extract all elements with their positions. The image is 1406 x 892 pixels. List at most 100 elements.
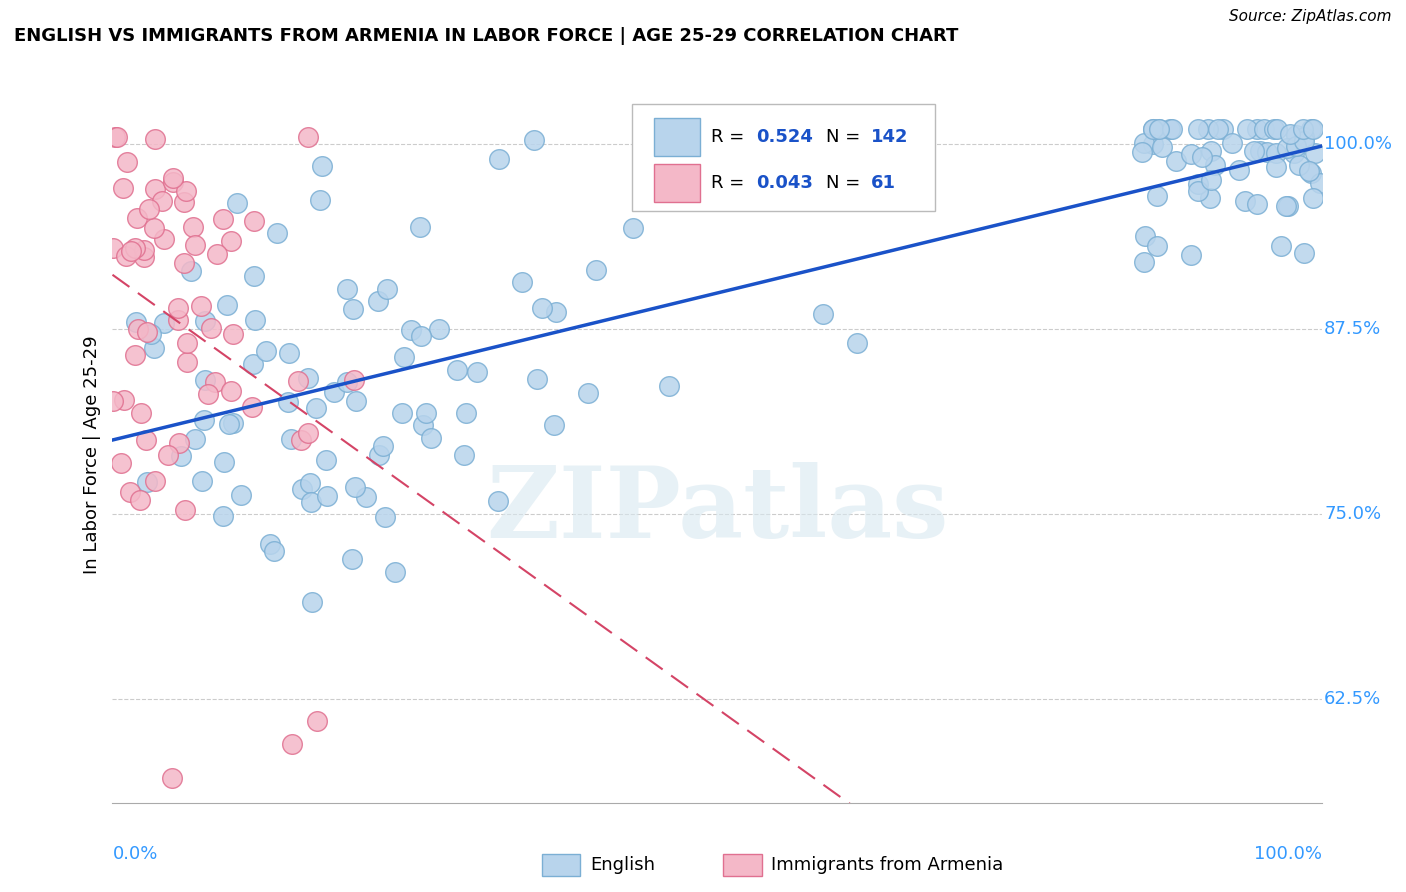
Point — [205, 246, 228, 260]
Point — [368, 448, 391, 462]
Point — [162, 175, 184, 189]
Point — [531, 301, 554, 315]
Point — [486, 494, 509, 508]
Point — [197, 386, 219, 401]
Point — [1299, 166, 1322, 180]
Point — [219, 384, 242, 398]
Point — [453, 448, 475, 462]
Point — [211, 508, 233, 523]
Point — [340, 551, 363, 566]
Point — [174, 185, 197, 199]
Point — [190, 299, 212, 313]
Point — [301, 595, 323, 609]
Text: 142: 142 — [870, 128, 908, 146]
Point — [194, 373, 217, 387]
Point — [1212, 122, 1234, 136]
Point — [142, 221, 165, 235]
Point — [125, 315, 148, 329]
Point — [1220, 136, 1243, 150]
Point — [167, 436, 190, 450]
Point — [281, 737, 304, 751]
Point — [132, 251, 155, 265]
Point — [354, 490, 377, 504]
Point — [219, 235, 242, 249]
Point — [1199, 144, 1222, 158]
Point — [1243, 144, 1265, 158]
Point — [409, 219, 432, 234]
Point — [1236, 122, 1258, 136]
Point — [115, 154, 138, 169]
Point — [231, 488, 253, 502]
Point — [1292, 134, 1315, 148]
Point — [1204, 158, 1226, 172]
Point — [124, 348, 146, 362]
Point — [138, 202, 160, 217]
Point — [291, 482, 314, 496]
Point — [263, 544, 285, 558]
Point — [129, 406, 152, 420]
Point — [115, 249, 138, 263]
FancyBboxPatch shape — [654, 118, 700, 156]
Point — [1246, 197, 1268, 211]
Point — [523, 133, 546, 147]
Text: ZIPatlas: ZIPatlas — [486, 462, 948, 559]
FancyBboxPatch shape — [633, 103, 935, 211]
Point — [1302, 122, 1324, 136]
Text: Source: ZipAtlas.com: Source: ZipAtlas.com — [1229, 9, 1392, 24]
Point — [1187, 184, 1209, 198]
Point — [259, 537, 281, 551]
Point — [153, 316, 176, 330]
Point — [299, 494, 322, 508]
Point — [1303, 145, 1326, 160]
Point — [846, 336, 869, 351]
Point — [156, 449, 179, 463]
Point — [221, 326, 243, 341]
Point — [143, 181, 166, 195]
Point — [336, 375, 359, 389]
Point — [143, 132, 166, 146]
Point — [160, 771, 183, 785]
Point — [412, 417, 434, 432]
Point — [576, 385, 599, 400]
Point — [343, 374, 366, 388]
Point — [173, 256, 195, 270]
Point — [120, 244, 142, 259]
Point — [315, 453, 337, 467]
Point — [162, 171, 184, 186]
Point — [136, 475, 159, 489]
Point — [287, 374, 309, 388]
Point — [384, 565, 406, 579]
Point — [429, 321, 451, 335]
Point — [184, 432, 207, 446]
Point — [243, 269, 266, 284]
Point — [399, 323, 422, 337]
Point — [1146, 239, 1168, 253]
Point — [200, 320, 222, 334]
Text: 75.0%: 75.0% — [1324, 505, 1381, 523]
Point — [1277, 199, 1299, 213]
Point — [456, 406, 478, 420]
Point — [142, 341, 165, 355]
Text: 0.524: 0.524 — [756, 128, 813, 146]
Point — [1142, 136, 1164, 151]
Point — [190, 474, 212, 488]
Point — [465, 365, 488, 379]
Point — [127, 322, 149, 336]
Point — [1294, 130, 1316, 145]
Point — [104, 129, 127, 144]
Point — [173, 502, 195, 516]
Point — [1132, 136, 1154, 150]
Point — [446, 363, 468, 377]
Point — [180, 264, 202, 278]
Point — [658, 378, 681, 392]
Point — [1142, 122, 1164, 136]
Text: N =: N = — [825, 128, 866, 146]
Point — [1279, 127, 1302, 141]
Point — [1146, 189, 1168, 203]
Point — [173, 195, 195, 210]
Point — [136, 325, 159, 339]
Point — [1180, 146, 1202, 161]
Text: 62.5%: 62.5% — [1324, 690, 1381, 708]
Point — [193, 413, 215, 427]
Point — [152, 232, 174, 246]
